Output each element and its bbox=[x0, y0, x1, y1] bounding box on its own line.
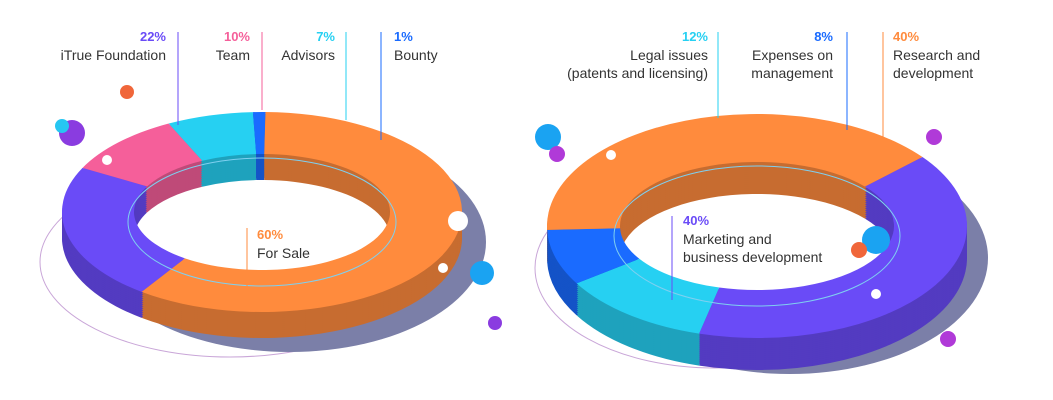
chart-1-inner-glow bbox=[127, 157, 397, 287]
decorative-dot-8 bbox=[438, 263, 448, 273]
label-legal-issues: 12% Legal issues (patents and licensing) bbox=[540, 28, 708, 82]
decorative-dot-3 bbox=[55, 119, 69, 133]
decorative-dot-7 bbox=[488, 316, 502, 330]
decorative-dot-15 bbox=[871, 289, 881, 299]
decorative-dot-10 bbox=[549, 146, 565, 162]
label-legal-issues-percent: 12% bbox=[681, 29, 708, 44]
chart-2-slice-expenses-on-management bbox=[547, 228, 640, 284]
decorative-dot-13 bbox=[862, 226, 890, 254]
chart-1-slice-for-sale bbox=[141, 112, 462, 312]
label-advisors-name: Advisors bbox=[281, 47, 335, 63]
chart-1-slice-team bbox=[82, 123, 203, 187]
decorative-dot-12 bbox=[926, 129, 942, 145]
label-research-development-name: Research and development bbox=[893, 47, 981, 81]
chart-1-slice-itrue-foundation bbox=[61, 167, 185, 292]
label-advisors: 7% Advisors bbox=[265, 28, 335, 64]
label-expenses-management-percent: 8% bbox=[814, 29, 833, 44]
label-itrue-foundation-percent: 22% bbox=[139, 29, 166, 44]
chart-1-slice-advisors bbox=[168, 112, 257, 161]
label-for-sale: 60% For Sale bbox=[257, 226, 347, 262]
chart-1-slice-bounty bbox=[252, 111, 266, 155]
decorative-dot-11 bbox=[606, 150, 616, 160]
label-expenses-management: 8% Expenses on management bbox=[733, 28, 833, 82]
decorative-dot-16 bbox=[940, 331, 956, 347]
label-expenses-management-name: Expenses on management bbox=[751, 47, 833, 81]
label-for-sale-name: For Sale bbox=[257, 245, 310, 261]
label-itrue-foundation: 22% iTrue Foundation bbox=[40, 28, 166, 64]
chart-2-slice-research-and-development bbox=[547, 114, 923, 230]
decorative-dot-9 bbox=[535, 124, 561, 150]
decorative-dot-14 bbox=[851, 242, 867, 258]
label-research-development-percent: 40% bbox=[893, 29, 920, 44]
chart-2-slice-marketing-and-business-development bbox=[699, 157, 967, 338]
label-advisors-percent: 7% bbox=[316, 29, 335, 44]
label-legal-issues-name: Legal issues (patents and licensing) bbox=[567, 47, 708, 81]
label-itrue-foundation-name: iTrue Foundation bbox=[60, 47, 166, 63]
label-team-name: Team bbox=[215, 47, 250, 63]
decorative-dot-5 bbox=[448, 211, 468, 231]
label-for-sale-percent: 60% bbox=[257, 227, 284, 242]
label-marketing-business-percent: 40% bbox=[683, 213, 710, 228]
decorative-dot-1 bbox=[120, 85, 134, 99]
chart-2-inner-glow bbox=[613, 165, 901, 307]
label-marketing-business: 40% Marketing and business development bbox=[683, 212, 853, 266]
label-bounty-name: Bounty bbox=[394, 47, 438, 63]
label-research-development: 40% Research and development bbox=[893, 28, 1003, 82]
label-team: 10% Team bbox=[190, 28, 250, 64]
chart-2-slice-legal-issues-patents-and-licensing bbox=[576, 258, 720, 334]
label-team-percent: 10% bbox=[223, 29, 250, 44]
decorative-dot-4 bbox=[102, 155, 112, 165]
label-marketing-business-name: Marketing and business development bbox=[683, 231, 823, 265]
label-bounty: 1% Bounty bbox=[394, 28, 474, 64]
label-bounty-percent: 1% bbox=[394, 29, 413, 44]
decorative-dot-6 bbox=[470, 261, 494, 285]
